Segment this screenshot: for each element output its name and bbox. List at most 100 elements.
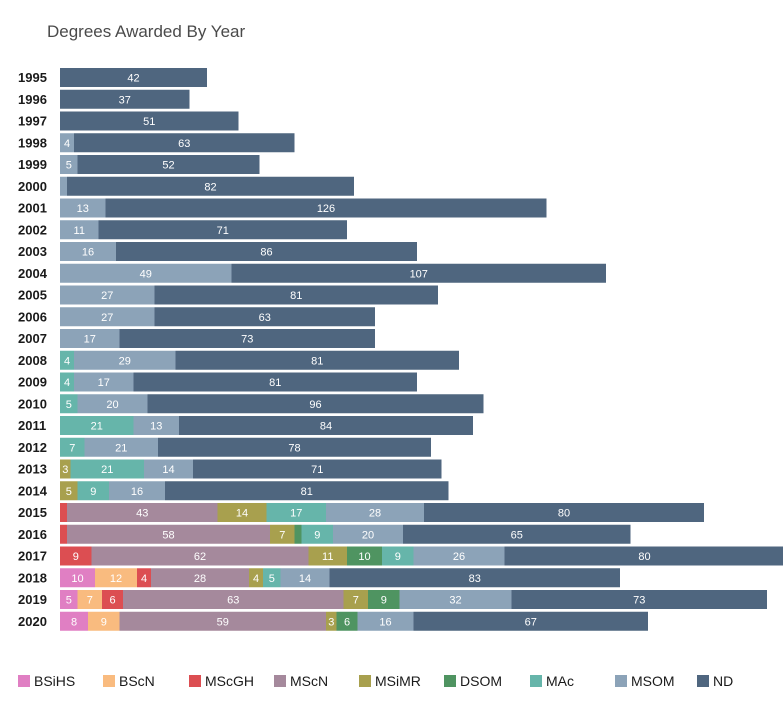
year-label-2018: 2018 — [18, 570, 47, 585]
bar-label-2016-msom: 20 — [362, 529, 374, 541]
bar-2018-mac — [263, 568, 281, 588]
legend-label-mac: MAc — [546, 673, 574, 689]
bar-label-2018-nd: 83 — [469, 573, 481, 585]
legend-swatch-mscgh — [189, 675, 201, 687]
bar-label-2016-nd: 65 — [511, 529, 523, 541]
legend-swatch-nd — [697, 675, 709, 687]
bar-1996-nd — [60, 89, 190, 109]
bar-2007-nd — [119, 329, 375, 348]
bar-label-1995-nd: 42 — [127, 73, 139, 85]
bar-2018-bsihs — [60, 568, 95, 588]
legend-swatch-msimr — [359, 675, 371, 687]
bar-2011-nd — [179, 416, 473, 435]
bar-label-2017-msom: 26 — [453, 551, 465, 563]
bar-label-2003-nd: 86 — [260, 247, 272, 259]
bar-label-2019-mscn: 63 — [227, 595, 239, 607]
bar-label-2013-msimr: 3 — [62, 464, 68, 476]
bar-label-1996-nd: 37 — [119, 94, 131, 106]
bar-label-1997-nd: 51 — [143, 116, 155, 128]
year-label-2005: 2005 — [18, 288, 47, 303]
bar-2011-mac — [60, 416, 134, 435]
bar-label-2017-dsom: 10 — [358, 551, 370, 563]
year-label-2015: 2015 — [18, 505, 47, 520]
bar-2004-msom — [60, 263, 232, 283]
bar-label-2013-mac: 21 — [101, 464, 113, 476]
bar-2012-mac — [60, 437, 85, 457]
bar-label-2006-nd: 63 — [259, 312, 271, 324]
bar-2015-mscgh — [60, 503, 67, 522]
bar-label-2012-msom: 21 — [115, 442, 127, 454]
bar-label-2017-nd: 80 — [638, 551, 650, 563]
year-label-2006: 2006 — [18, 309, 47, 324]
bar-2020-nd — [413, 611, 648, 631]
year-label-1997: 1997 — [18, 114, 47, 129]
bar-label-2011-msom: 13 — [150, 421, 162, 433]
bar-2019-mscgh — [102, 590, 123, 609]
bar-label-2011-nd: 84 — [320, 421, 332, 433]
bar-label-2014-nd: 81 — [301, 486, 313, 498]
year-label-2003: 2003 — [18, 244, 47, 259]
bar-2016-mscn — [67, 524, 270, 544]
year-label-2019: 2019 — [18, 592, 47, 607]
year-label-2017: 2017 — [18, 549, 47, 564]
year-label-2013: 2013 — [18, 462, 47, 477]
bar-label-2016-mac: 9 — [314, 529, 320, 541]
legend-swatch-bsihs — [18, 675, 30, 687]
bar-2019-mscn — [123, 590, 344, 609]
bar-label-2018-bscn: 12 — [110, 573, 122, 585]
bar-2016-mac — [301, 524, 333, 544]
bar-label-2012-mac: 7 — [69, 442, 75, 454]
bar-label-1999-msom: 5 — [66, 160, 72, 172]
bar-2014-nd — [165, 481, 449, 501]
bar-2008-msom — [74, 350, 176, 370]
year-label-2016: 2016 — [18, 527, 47, 542]
bar-2018-msimr — [249, 568, 263, 588]
year-label-2004: 2004 — [18, 266, 48, 281]
bar-2019-msimr — [343, 590, 368, 609]
year-label-2014: 2014 — [18, 483, 48, 498]
bar-2013-mac — [70, 459, 144, 479]
bar-label-2004-msom: 49 — [140, 268, 152, 280]
bar-label-1998-msom: 4 — [64, 138, 70, 150]
bar-label-2018-mscgh: 4 — [141, 573, 147, 585]
bar-2017-mscn — [91, 546, 309, 566]
bar-label-2019-bsihs: 5 — [66, 595, 72, 607]
bar-2015-mac — [266, 503, 326, 522]
bar-2013-msom — [144, 459, 193, 479]
bar-2005-nd — [154, 285, 438, 305]
legend-swatch-mscn — [274, 675, 286, 687]
bar-2020-dsom — [336, 611, 358, 631]
bar-2012-msom — [84, 437, 158, 457]
year-label-2012: 2012 — [18, 440, 47, 455]
bar-2011-msom — [133, 416, 179, 435]
legend-swatch-mac — [530, 675, 542, 687]
year-label-1999: 1999 — [18, 157, 47, 172]
bar-2002-nd — [98, 220, 347, 240]
year-label-1995: 1995 — [18, 70, 47, 85]
bar-2019-bscn — [77, 590, 102, 609]
legend-swatch-dsom — [444, 675, 456, 687]
bar-2019-dsom — [368, 590, 400, 609]
bar-label-2020-msimr: 3 — [328, 616, 334, 628]
bar-2000-nd — [67, 176, 354, 196]
bar-2017-msimr — [308, 546, 347, 566]
bar-label-2020-dsom: 6 — [344, 616, 350, 628]
bar-label-2015-mac: 17 — [290, 508, 302, 520]
bar-2016-nd — [403, 524, 631, 544]
bar-label-2010-mac: 5 — [66, 399, 72, 411]
legend-label-nd: ND — [713, 673, 733, 689]
bar-label-2005-nd: 81 — [290, 290, 302, 302]
bar-2000-msom — [60, 176, 67, 196]
bar-label-2013-msom: 14 — [162, 464, 174, 476]
bar-label-2017-mac: 9 — [395, 551, 401, 563]
legend-label-msimr: MSiMR — [375, 673, 421, 689]
bar-label-2020-bscn: 9 — [101, 616, 107, 628]
year-label-2020: 2020 — [18, 614, 47, 629]
bar-label-2019-msimr: 7 — [353, 595, 359, 607]
bar-2016-dsom — [294, 524, 302, 544]
bar-2005-msom — [60, 285, 155, 305]
bar-2014-mac — [77, 481, 109, 501]
legend-label-bsihs: BSiHS — [34, 673, 75, 689]
bar-2020-msom — [357, 611, 414, 631]
